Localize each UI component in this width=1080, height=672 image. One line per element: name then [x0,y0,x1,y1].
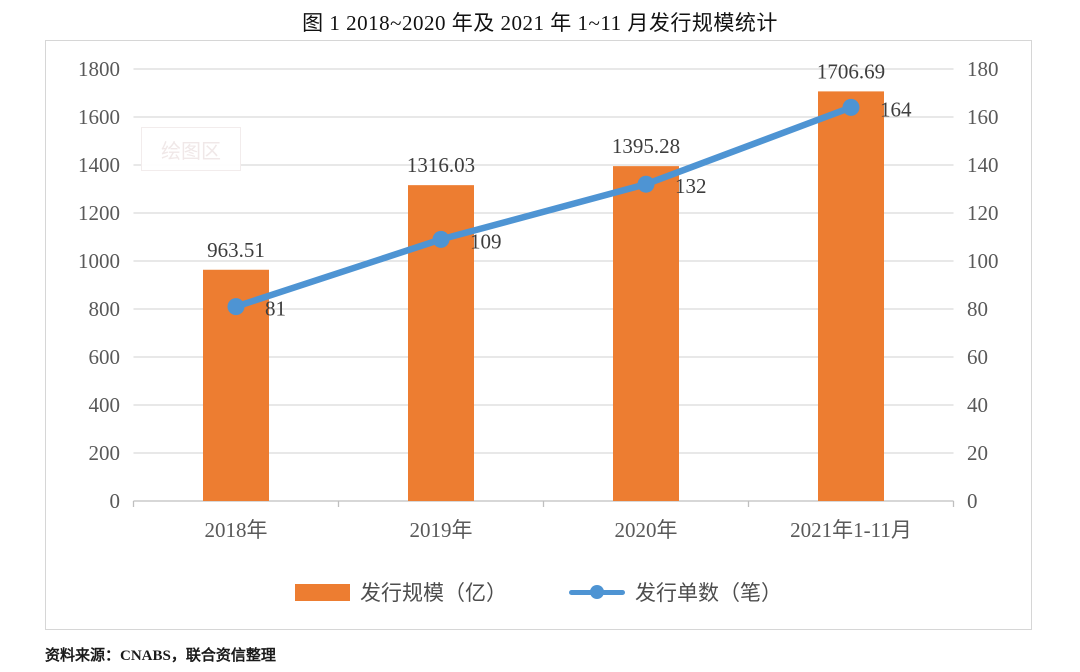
chart-frame: 0 200 400 600 800 1000 1200 1400 1600 1800 0 20 40 60… [45,40,1032,630]
plot-area-tooltip-label: 绘图区 [161,140,221,163]
left-axis-tick-label: 1600 [78,105,120,129]
line-marker-2018年 [227,298,245,316]
line-marker-2021年1-11月 [842,98,860,116]
legend-label-line-series: 发行单数（笔） [635,582,782,605]
legend-item-line-series: 发行单数（笔） [569,577,782,607]
line-data-label: 81 [265,297,286,321]
bar-2020年 [613,166,679,501]
right-axis-tick-label: 100 [967,249,999,273]
legend-label-bar-series: 发行规模（亿） [360,582,507,605]
left-axis-tick-label: 1800 [78,57,120,81]
left-axis-tick-label: 1400 [78,153,120,177]
right-axis-tick-label: 80 [967,297,988,321]
right-axis-tick-label: 40 [967,393,988,417]
x-axis-category-label: 2021年1-11月 [790,518,912,542]
bar-data-label: 1395.28 [612,134,680,158]
right-axis-tick-label: 140 [967,153,999,177]
chart-title: 图 1 2018~2020 年及 2021 年 1~11 月发行规模统计 [302,11,778,35]
left-axis-tick-label: 1200 [78,201,120,225]
left-axis-tick-label: 400 [89,393,121,417]
x-axis-category-label: 2018年 [205,518,268,542]
right-axis-tick-label: 180 [967,57,999,81]
bar-data-label: 1316.03 [407,153,475,177]
right-axis-tick-label: 120 [967,201,999,225]
chart-legend: 发行规模（亿） 发行单数（笔） [46,577,1031,607]
bar-2021年1-11月 [818,91,884,501]
x-axis-category-label: 2019年 [410,518,473,542]
right-axis-tick-label: 160 [967,105,999,129]
right-axis-tick-label: 20 [967,441,988,465]
line-data-label: 132 [675,174,707,198]
legend-item-bar-series: 发行规模（亿） [295,577,507,607]
right-axis-tick-label: 0 [967,489,978,513]
bar-data-label: 1706.69 [817,59,885,83]
line-marker-2019年 [432,230,450,248]
right-axis-tick-label: 60 [967,345,988,369]
left-axis-tick-label: 1000 [78,249,120,273]
line-swatch-marker-icon [590,585,604,599]
left-axis-tick-label: 200 [89,441,121,465]
x-axis-category-label: 2020年 [615,518,678,542]
data-source-note: 资料来源：CNABS，联合资信整理 [45,648,276,664]
left-axis-tick-label: 800 [89,297,121,321]
line-series-swatch-icon [569,584,625,600]
plot-area: 0 200 400 600 800 1000 1200 1400 1600 1800 0 20 40 60… [78,57,999,542]
line-data-label: 109 [470,229,502,253]
plot-area-tooltip: 绘图区 [141,127,241,171]
line-data-label: 164 [880,97,912,121]
line-marker-2020年 [637,175,655,193]
bar-series-swatch-icon [295,583,350,601]
line-series-path [232,104,855,310]
left-axis-tick-label: 0 [110,489,121,513]
bar-data-label: 963.51 [207,238,265,262]
left-axis-tick-label: 600 [89,345,121,369]
